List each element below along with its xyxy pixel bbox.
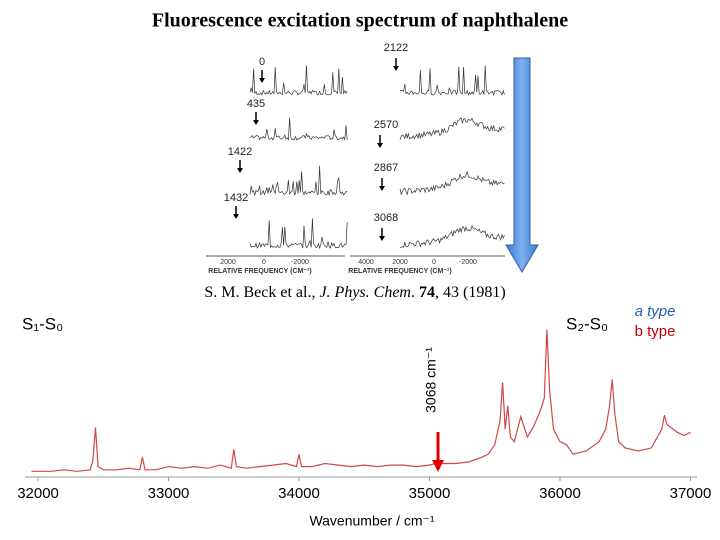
blue-arrow (505, 57, 539, 273)
spectrum-line (31, 329, 691, 472)
annotation: S₁-S₀ (22, 314, 63, 333)
inset-label: 2122 (384, 42, 408, 54)
x-tick-label: 32000 (17, 485, 59, 502)
inset-label: 2570 (374, 119, 398, 131)
annotation: 3068 cm⁻¹ (423, 347, 439, 413)
inset-tick: -2000 (459, 259, 477, 266)
inset-arrow-head (253, 120, 259, 125)
inset-figure: 0 435 1422 1432 2122 2570 2867 3068 2000 0 -2000 40… (206, 42, 505, 275)
slide-title: Fluorescence excitation spectrum of naph… (152, 10, 568, 32)
inset-trace (249, 218, 348, 250)
x-tick-label: 37000 (670, 485, 712, 502)
inset-arrow-head (379, 186, 385, 191)
legend-entry: b type (635, 323, 676, 340)
inset-arrow-head (393, 66, 399, 71)
inset-label: 3068 (374, 212, 398, 224)
inset-trace (399, 117, 505, 141)
red-arrow-head (432, 460, 444, 472)
inset-axis-label: RELATIVE FREQUENCY (CM⁻¹) (348, 268, 451, 275)
inset-arrow-head (237, 168, 243, 173)
inset-trace (399, 65, 505, 97)
inset-tick: -2000 (291, 259, 309, 266)
inset-label: 0 (259, 56, 265, 68)
x-axis-label: Wavenumber / cm⁻¹ (309, 513, 434, 529)
chart: 32000 33000 34000 35000 36000 37000 Wavenumber… (17, 303, 711, 529)
inset-label: 1432 (224, 192, 248, 204)
x-tick-label: 33000 (148, 485, 190, 502)
inset-tick: 0 (432, 259, 436, 266)
inset-label: 435 (247, 98, 265, 110)
annotation: S₂-S₀ (566, 314, 608, 333)
inset-trace (249, 117, 348, 142)
x-tick-label: 35000 (409, 485, 451, 502)
citation: S. M. Beck et al., J. Phys. Chem. 74, 43… (204, 284, 505, 301)
inset-trace (399, 224, 505, 248)
inset-tick: 2000 (392, 259, 408, 266)
inset-arrow-head (233, 214, 239, 219)
x-tick-label: 34000 (278, 485, 320, 502)
x-tick-label: 36000 (539, 485, 581, 502)
inset-trace (399, 170, 505, 196)
inset-trace (249, 65, 348, 96)
legend-entry: a type (635, 303, 676, 320)
inset-axis-label: RELATIVE FREQUENCY (CM⁻¹) (208, 268, 311, 275)
inset-arrow-head (259, 78, 265, 83)
inset-tick: 4000 (358, 259, 374, 266)
inset-tick: 2000 (220, 259, 236, 266)
inset-arrow-head (377, 143, 383, 148)
inset-label: 1422 (228, 146, 252, 158)
inset-label: 2867 (374, 162, 398, 174)
inset-tick: 0 (262, 259, 266, 266)
inset-arrow-head (379, 236, 385, 241)
inset-trace (249, 165, 348, 197)
